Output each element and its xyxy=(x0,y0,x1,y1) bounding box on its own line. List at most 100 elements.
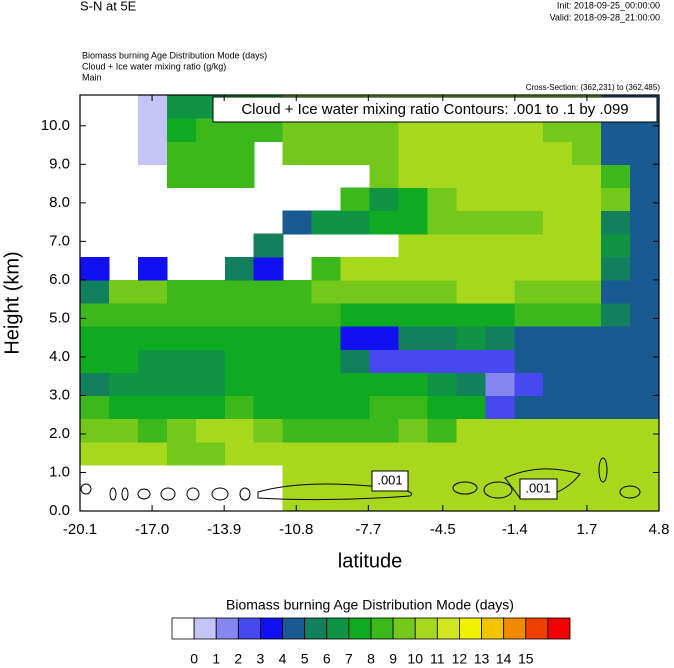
field-cell xyxy=(398,441,428,466)
colorbar-box xyxy=(171,617,195,640)
colorbar-label: 6 xyxy=(323,651,331,667)
field-cell xyxy=(369,372,400,397)
colorbar-box xyxy=(481,617,505,640)
field-cell xyxy=(601,349,631,373)
field-cell xyxy=(398,141,428,165)
field-cell xyxy=(398,118,428,142)
field-cell xyxy=(108,441,139,466)
field-cell xyxy=(572,418,602,443)
field-cell xyxy=(485,187,515,212)
field-cell xyxy=(224,349,255,373)
y-axis-label: Height (km) xyxy=(1,251,23,354)
field-cell xyxy=(456,279,486,304)
field-cell xyxy=(369,487,400,512)
field-cell xyxy=(572,164,602,189)
field-cell xyxy=(572,187,602,212)
colorbar-label: 2 xyxy=(234,651,242,667)
x-tick-label: -7.7 xyxy=(355,521,381,538)
field-cell xyxy=(456,303,486,327)
field-cell xyxy=(427,256,457,281)
field-cell xyxy=(282,118,313,142)
y-tick-label: 6.0 xyxy=(49,271,70,288)
field-cell xyxy=(166,141,197,165)
colorbar-box xyxy=(414,617,438,640)
field-cell xyxy=(456,395,486,420)
field-cell xyxy=(456,256,486,281)
field-cell xyxy=(224,256,255,281)
y-tick-label: 10.0 xyxy=(41,117,70,134)
field-cell xyxy=(514,118,544,142)
field-cell xyxy=(601,487,631,512)
field-cell xyxy=(630,233,660,258)
field-cell xyxy=(340,210,371,235)
field-cell xyxy=(485,141,515,165)
field-cell xyxy=(80,441,110,466)
contour-label-box xyxy=(371,470,409,492)
field-cell xyxy=(456,164,486,189)
field-cell xyxy=(253,395,284,420)
field-cell xyxy=(601,256,631,281)
field-cell xyxy=(311,418,342,443)
y-tick-label: 4.0 xyxy=(49,348,70,365)
field-cell xyxy=(282,303,313,327)
contour-legend-box xyxy=(212,96,658,123)
field-cell xyxy=(630,118,660,142)
field-cell xyxy=(369,441,400,466)
colorbar-label: 3 xyxy=(257,651,265,667)
field-cell xyxy=(398,279,428,304)
colorbar-label: 15 xyxy=(518,651,534,667)
field-cell xyxy=(80,279,110,304)
field-cell xyxy=(543,418,573,443)
field-cell xyxy=(427,187,457,212)
field-cell xyxy=(456,349,486,373)
colorbar-label: 14 xyxy=(496,651,512,667)
field-cell xyxy=(137,349,168,373)
field-cell xyxy=(369,395,400,420)
field-cell xyxy=(137,118,168,142)
field-cell xyxy=(630,349,660,373)
field-cell xyxy=(398,418,428,443)
field-cell xyxy=(456,441,486,466)
field-cell xyxy=(369,349,400,373)
field-cell xyxy=(456,464,486,489)
field-cell xyxy=(340,441,371,466)
field-cell xyxy=(456,187,486,212)
field-cell xyxy=(427,372,457,397)
colorbar-title: Biomass burning Age Distribution Mode (d… xyxy=(226,597,514,613)
plot-frame xyxy=(79,94,660,512)
field-cell xyxy=(253,279,284,304)
y-tick-label: 7.0 xyxy=(49,232,70,249)
field-cell xyxy=(282,210,313,235)
field-cell xyxy=(485,418,515,443)
field-cell xyxy=(572,372,602,397)
field-cell xyxy=(543,187,573,212)
field-cell xyxy=(311,395,342,420)
field-cell xyxy=(137,303,168,327)
x-tick-label: -17.0 xyxy=(135,521,169,538)
field-cell xyxy=(630,395,660,420)
field-cell xyxy=(630,187,660,212)
field-cell xyxy=(630,303,660,327)
field-cell xyxy=(572,256,602,281)
field-cell xyxy=(253,256,284,281)
field-cell xyxy=(340,349,371,373)
field-cell xyxy=(630,418,660,443)
field-cell xyxy=(514,256,544,281)
field-cell xyxy=(427,210,457,235)
field-cell xyxy=(398,326,428,350)
field-cell xyxy=(369,210,400,235)
field-cell xyxy=(398,164,428,189)
field-cell xyxy=(456,141,486,165)
field-cell xyxy=(427,395,457,420)
field-cell xyxy=(514,164,544,189)
field-cell xyxy=(311,464,342,489)
init-time: Init: 2018-09-25_00:00:00 xyxy=(557,0,660,10)
field-cell xyxy=(369,303,400,327)
field-cell xyxy=(340,464,371,489)
field-cell xyxy=(630,441,660,466)
field-cell xyxy=(224,372,255,397)
y-tick-label: 3.0 xyxy=(49,386,70,403)
field-cell xyxy=(311,303,342,327)
field-cell xyxy=(282,441,313,466)
field-cell xyxy=(543,118,573,142)
